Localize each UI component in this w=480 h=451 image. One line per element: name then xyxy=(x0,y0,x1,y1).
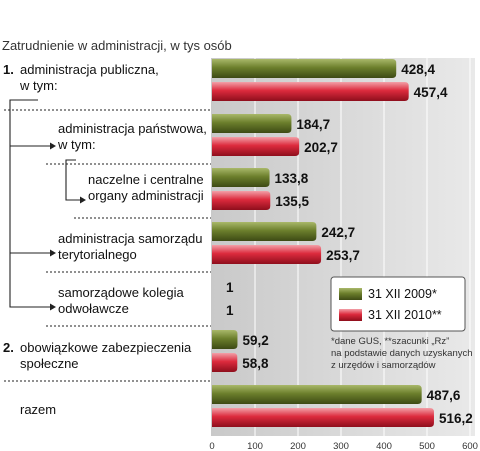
value-label-0-5: 59,2 xyxy=(242,333,268,348)
bars: 428,4 184,7 133,8 242,7 1 59,2 487,6 457,4 202,7… xyxy=(212,59,473,427)
legend-label-2009: 31 XII 2009* xyxy=(368,287,437,301)
category-number-0: 1. xyxy=(3,62,14,77)
x-tick-2: 200 xyxy=(290,441,306,451)
value-label-1-4: 1 xyxy=(226,303,234,318)
bar-0-5 xyxy=(212,330,238,349)
arrow-panstwowa-icon xyxy=(50,142,56,150)
legend-swatch-2009 xyxy=(339,288,362,300)
value-label-1-5: 58,8 xyxy=(242,356,269,371)
footnote-line-1: *dane GUS, **szacunki „Rz” xyxy=(331,336,449,347)
value-label-1-0: 457,4 xyxy=(414,85,448,100)
bracket-sub xyxy=(65,159,83,201)
bar-1-0 xyxy=(212,82,409,101)
category-label-2-0: naczelne i centralne xyxy=(88,172,204,187)
category-label-5-1: społeczne xyxy=(20,356,79,371)
value-label-0-1: 184,7 xyxy=(296,117,330,132)
value-label-0-0: 428,4 xyxy=(401,62,435,77)
legend-swatch-2010 xyxy=(339,309,362,321)
bracket-main xyxy=(9,99,53,308)
x-tick-6: 600 xyxy=(462,441,478,451)
category-label-3-1: terytorialnego xyxy=(58,247,137,262)
bar-0-3 xyxy=(212,222,317,241)
value-label-0-6: 487,6 xyxy=(427,388,461,403)
x-tick-0: 0 xyxy=(209,441,214,451)
bar-0-0 xyxy=(212,59,397,78)
x-tick-3: 300 xyxy=(333,441,349,451)
legend: 31 XII 2009* 31 XII 2010** xyxy=(330,276,466,332)
value-label-1-3: 253,7 xyxy=(326,248,360,263)
legend-box xyxy=(330,276,466,332)
x-axis-ticks: 0 100 200 300 400 500 600 xyxy=(209,441,478,451)
bar-1-5 xyxy=(212,353,238,372)
category-label-1-0: administracja państwowa, xyxy=(58,121,207,136)
legend-label-2010: 31 XII 2010** xyxy=(368,308,442,322)
category-label-5-0: obowiązkowe zabezpieczenia xyxy=(20,340,192,355)
footnote-line-2: na podstawie danych uzyskanych xyxy=(331,348,473,359)
category-label-0-1: w tym: xyxy=(19,78,58,93)
footnote-line-3: z urzędów i samorządów xyxy=(331,360,436,371)
category-label-1-1: w tym: xyxy=(57,137,96,152)
category-number-5: 2. xyxy=(3,340,14,355)
bar-0-2 xyxy=(212,168,270,187)
category-label-4-1: odwoławcze xyxy=(58,301,129,316)
value-label-0-4: 1 xyxy=(226,280,234,295)
arrow-kolegia-icon xyxy=(50,303,56,311)
value-label-1-2: 135,5 xyxy=(275,194,309,209)
value-label-1-6: 516,2 xyxy=(439,411,473,426)
arrow-samorzad-icon xyxy=(50,249,56,257)
row-separators xyxy=(4,109,211,382)
arrow-naczelne-icon xyxy=(80,196,86,204)
bar-0-1 xyxy=(212,114,292,133)
category-labels: 1. administracja publiczna,w tym:administ… xyxy=(3,62,207,417)
footnote: *dane GUS, **szacunki „Rz” na podstawie … xyxy=(331,336,473,371)
category-label-0-0: administracja publiczna, xyxy=(20,62,159,77)
value-label-0-2: 133,8 xyxy=(275,171,309,186)
bar-1-3 xyxy=(212,245,322,264)
value-label-1-1: 202,7 xyxy=(304,140,338,155)
value-label-0-3: 242,7 xyxy=(321,225,355,240)
bar-1-1 xyxy=(212,137,300,156)
bar-1-2 xyxy=(212,191,271,210)
hierarchy-bracket xyxy=(9,99,86,311)
category-label-4-0: samorządowe kolegia xyxy=(58,285,185,300)
bar-0-6 xyxy=(212,385,422,404)
x-tick-5: 500 xyxy=(419,441,435,451)
x-tick-1: 100 xyxy=(247,441,263,451)
chart-title: Zatrudnienie w administracji, w tys osób xyxy=(2,38,232,53)
x-tick-4: 400 xyxy=(376,441,392,451)
bar-1-6 xyxy=(212,408,434,427)
category-label-6-0: razem xyxy=(20,402,56,417)
category-label-2-1: organy administracji xyxy=(88,188,204,203)
category-label-3-0: administracja samorządu xyxy=(58,231,203,246)
